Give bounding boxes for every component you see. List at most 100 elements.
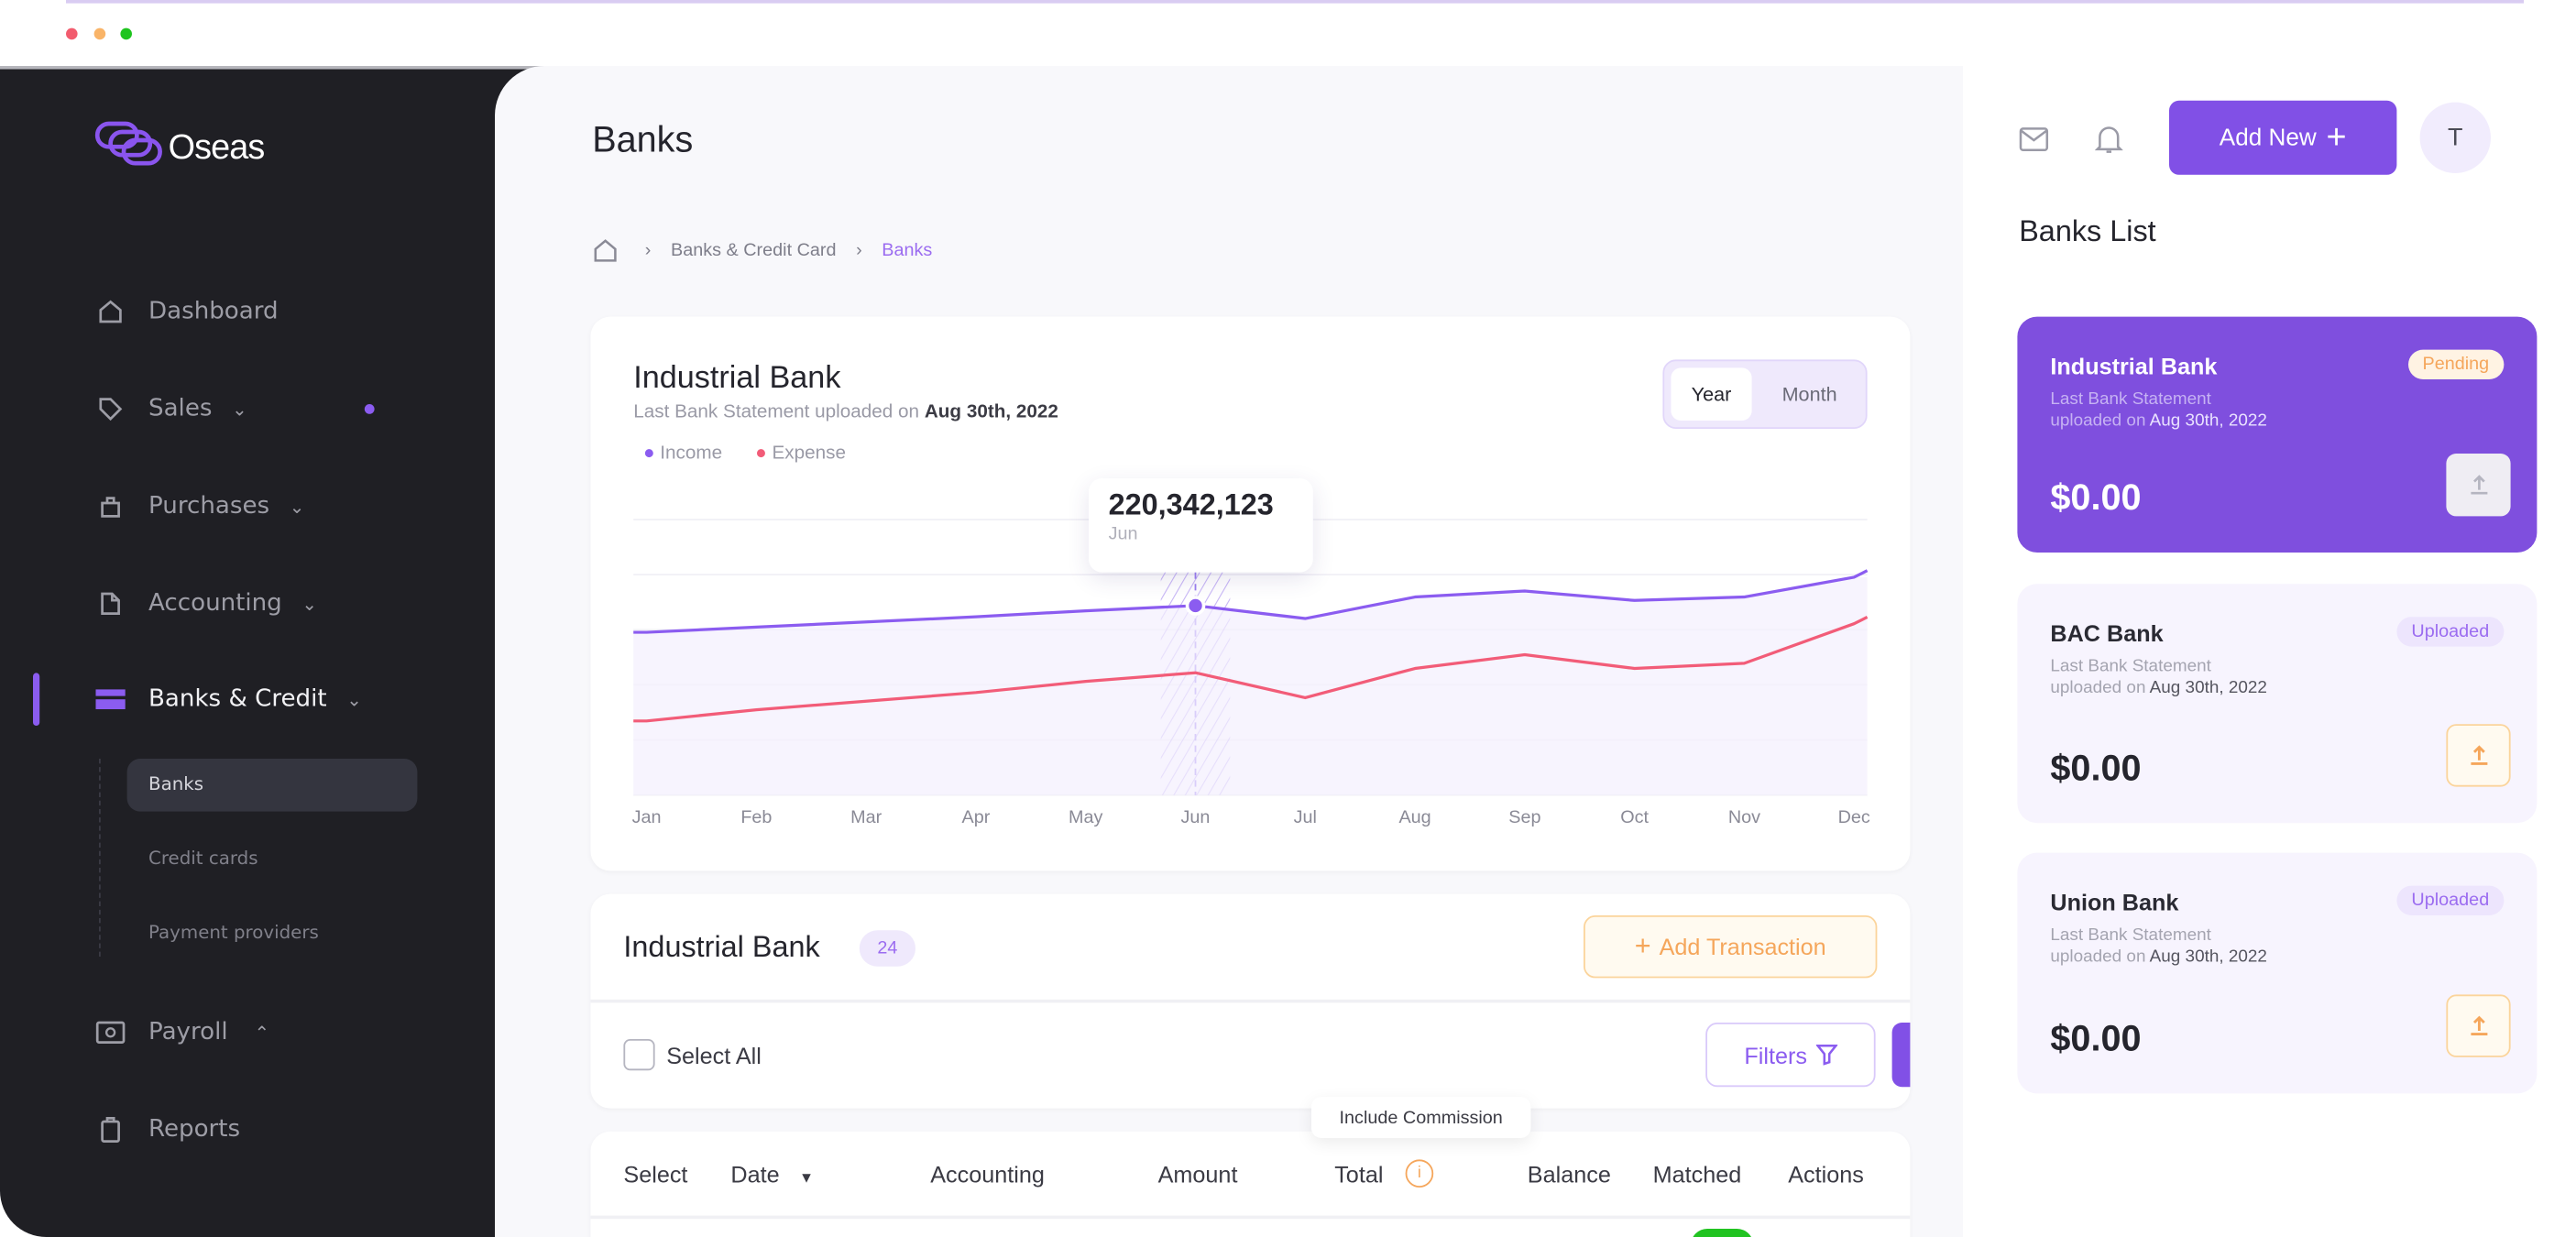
brand-name: Oseas [168,128,266,167]
upload-button[interactable] [2446,724,2511,787]
line-chart: Jan Feb Mar Apr May Jun Jul Aug Sep Oct Nov Dec [632,519,1870,827]
sort-down-icon: ▼ [799,1169,815,1187]
bank-name: Union Bank [2050,889,2179,915]
submenu-item-payment-providers[interactable]: Payment providers [148,922,319,944]
upload-button[interactable] [2446,454,2511,517]
chevron-down-icon: ⌄ [232,398,247,421]
sidebar-item-purchases[interactable]: Purchases ⌄ [95,487,304,526]
bank-name: BAC Bank [2050,619,2164,647]
bank-card-union[interactable]: Union Bank Uploaded Last Bank Statement u… [2017,852,2538,1094]
filter-icon [1815,1044,1837,1066]
sidebar-item-reports[interactable]: Reports [95,1110,240,1149]
tooltip-value: 220,342,123 [1108,487,1274,521]
add-new-button[interactable]: Add New + [2169,100,2397,175]
toggle-month[interactable]: Month [1781,382,1837,406]
x-tick-label: Jul [1294,807,1317,827]
add-transaction-button[interactable]: + Add Transaction [1584,915,1878,979]
sidebar-item-label: Banks & Credit [148,685,327,713]
toggle-year[interactable]: Year [1671,367,1752,421]
tooltip-label: Jun [1108,524,1138,544]
sidebar-item-sales[interactable]: Sales ⌄ [95,389,379,429]
select-all-checkbox[interactable] [623,1039,655,1071]
sidebar-item-accounting[interactable]: Accounting ⌄ [95,584,317,623]
x-tick-label: Dec [1838,807,1870,827]
submenu-item-credit-cards[interactable]: Credit cards [148,848,258,870]
column-date[interactable]: Date ▼ [730,1161,815,1188]
column-accounting: Accounting [930,1161,1045,1188]
sidebar-item-label: Payroll [148,1019,228,1046]
plus-icon: + [2326,117,2347,157]
bank-balance: $0.00 [2050,747,2142,789]
mail-icon[interactable] [2019,127,2049,152]
filters-button[interactable]: Filters [1705,1023,1876,1088]
x-tick-label: Mar [850,807,882,827]
window-close-button[interactable] [66,27,78,40]
sidebar-item-banks-credit[interactable]: Banks & Credit ⌄ [95,680,362,719]
select-all-label: Select All [666,1042,762,1069]
document-icon [95,589,125,618]
sidebar-item-label: Dashboard [148,298,279,325]
chart-tooltip: 220,342,123 Jun [1089,478,1313,573]
transactions-title: Industrial Bank [623,930,820,964]
chart-title: Industrial Bank [633,361,841,396]
bank-name: Industrial Bank [2050,353,2218,379]
home-icon [95,297,125,326]
sidebar-item-dashboard[interactable]: Dashboard [95,292,279,332]
info-icon[interactable]: i [1405,1159,1434,1188]
top-border [66,0,2524,4]
avatar[interactable]: T [2419,102,2491,173]
series-line-income [633,569,1869,634]
bell-icon[interactable] [2095,122,2123,155]
home-icon[interactable] [592,237,619,264]
x-tick-label: May [1069,807,1102,827]
submenu-item-banks[interactable] [126,759,418,812]
bank-card-industrial[interactable]: Industrial Bank Pending Last Bank Statem… [2017,316,2538,553]
breadcrumb-item[interactable]: Banks & Credit Card [671,240,837,261]
sidebar-item-label: Purchases [148,493,270,520]
bank-balance: $0.00 [2050,1017,2142,1059]
banks-list-title: Banks List [2019,214,2156,247]
x-tick-label: Jun [1181,807,1211,827]
bank-statement-info: Last Bank Statement uploaded on Aug 30th,… [2050,925,2267,966]
transactions-table-header [590,1131,1911,1237]
matched-toggle[interactable] [1691,1229,1754,1237]
upload-icon [2470,475,2487,495]
tag-icon [95,394,125,423]
clipboard-icon [95,1115,125,1144]
status-badge: Pending [2407,349,2505,379]
divider [590,1215,1911,1220]
shopping-bag-icon [95,491,125,520]
submenu-tree-line [99,759,101,957]
bank-statement-info: Last Bank Statement uploaded on Aug 30th,… [2050,656,2267,697]
sidebar-item-label: Reports [148,1116,241,1144]
series-line-expense [633,616,1869,723]
x-tick-label: Apr [962,807,991,827]
upload-button[interactable] [2446,994,2511,1057]
sidebar [0,66,544,1237]
column-amount: Amount [1157,1161,1238,1188]
chart-subtitle: Last Bank Statement uploaded on Aug 30th… [633,402,1058,422]
window-maximize-button[interactable] [120,27,132,40]
x-tick-label: Jan [632,807,662,827]
money-icon [95,1018,126,1047]
window-minimize-button[interactable] [93,27,106,40]
chevron-up-icon: ⌃ [254,1022,270,1044]
more-button[interactable] [1891,1023,1911,1088]
notification-dot [364,404,375,414]
status-badge: Uploaded [2396,617,2505,647]
column-total: Total [1334,1161,1384,1188]
x-tick-label: Aug [1398,807,1431,827]
chevron-down-icon: ⌄ [346,688,362,710]
sidebar-item-label: Sales [148,396,213,422]
breadcrumb: › Banks & Credit Card › Banks [592,237,932,264]
bank-statement-info: Last Bank Statement uploaded on Aug 30th,… [2050,389,2267,430]
divider [590,999,1911,1003]
upload-icon [2470,745,2487,765]
bank-balance: $0.00 [2050,476,2142,519]
credit-card-icon [95,684,126,714]
upload-icon [2470,1015,2487,1036]
page-title: Banks [592,118,694,160]
sidebar-item-payroll[interactable]: Payroll ⌃ [95,1013,269,1052]
bank-card-bac[interactable]: BAC Bank Uploaded Last Bank Statement upl… [2017,584,2538,824]
